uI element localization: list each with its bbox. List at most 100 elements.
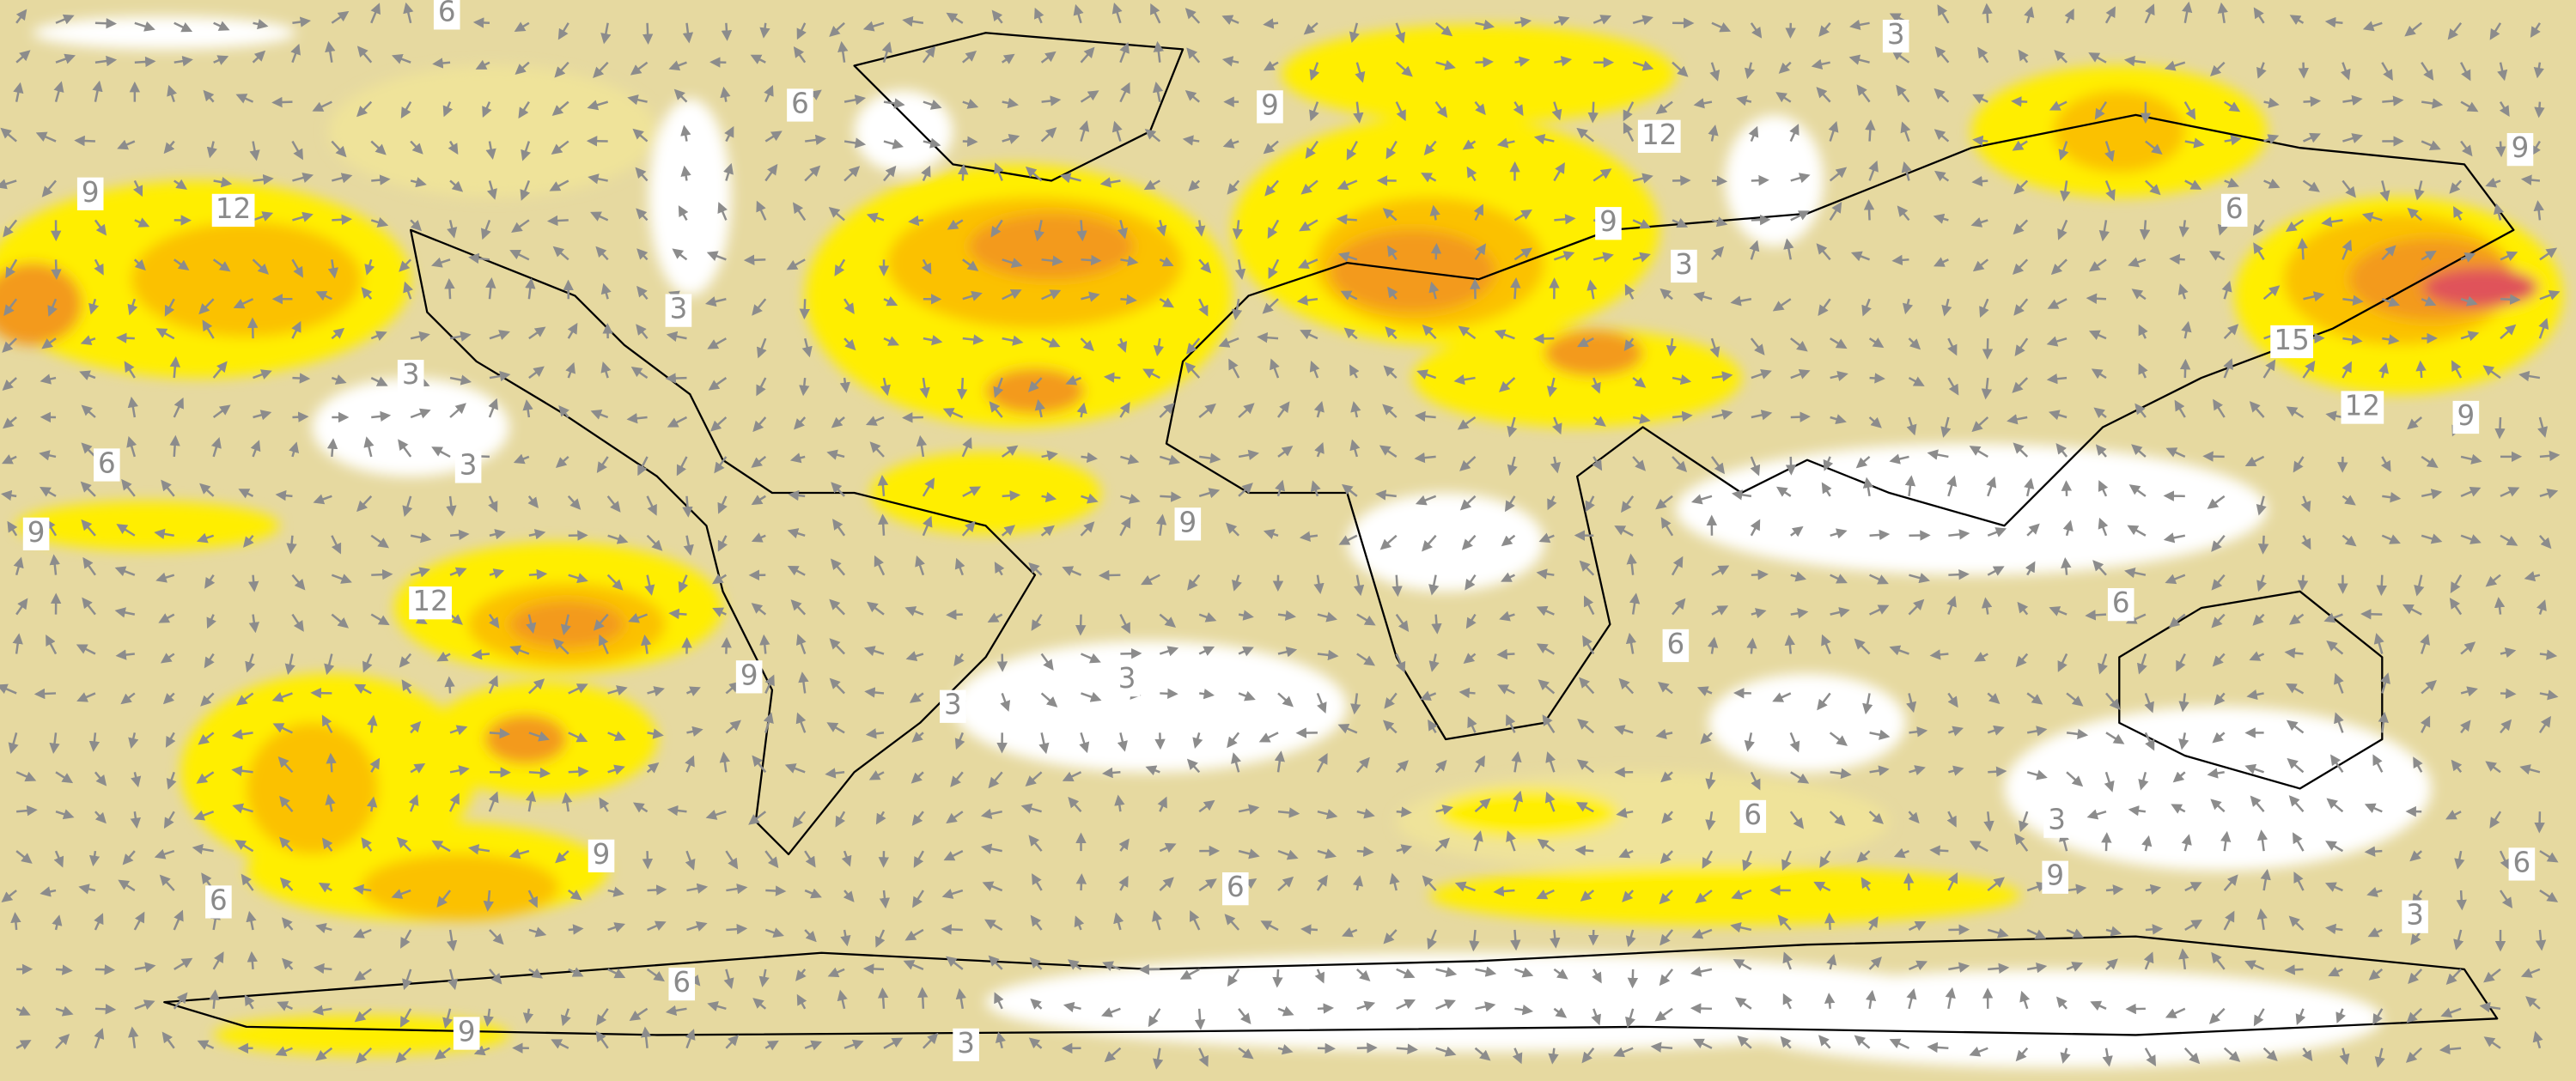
contour-label: 3 (402, 358, 420, 391)
wind-arrow (2456, 890, 2467, 911)
wind-arrow (1868, 337, 1885, 349)
wind-arrow (1310, 480, 1321, 497)
wind-arrow (1429, 204, 1440, 221)
wind-arrow (630, 366, 649, 380)
wind-arrow (1627, 969, 1639, 989)
wind-arrow (206, 141, 217, 159)
contour-label: 3 (2406, 899, 2424, 932)
wind-arrow (252, 50, 266, 64)
wind-arrow (1546, 377, 1558, 398)
wind-arrow (799, 377, 810, 397)
wind-arrow (2013, 179, 2029, 195)
wind-arrow (2134, 403, 2147, 418)
wind-arrow (1632, 413, 1651, 424)
wind-arrow (1672, 217, 1689, 228)
wind-arrow (402, 495, 413, 518)
wind-arrow (2342, 133, 2364, 144)
wind-arrow (1941, 298, 1952, 317)
wind-arrow (1117, 220, 1128, 240)
wind-arrow (706, 251, 727, 261)
wind-arrow (957, 163, 969, 181)
wind-arrow (1462, 139, 1477, 150)
wind-arrow (1775, 486, 1792, 497)
wind-arrow (1263, 18, 1279, 29)
wind-arrow (410, 408, 431, 419)
wind-arrow (1904, 475, 1916, 496)
wind-arrow (2460, 331, 2480, 342)
wind-arrow (881, 41, 892, 64)
wind-arrow (331, 140, 347, 158)
wind-arrow (1908, 337, 1921, 350)
wind-arrow (1041, 450, 1058, 461)
wind-arrow (1421, 173, 1437, 183)
wind-arrow (1783, 238, 1794, 260)
shading-region (1412, 328, 1742, 428)
wind-arrow (2093, 407, 2107, 419)
wind-arrow (356, 100, 373, 118)
wind-arrow (2520, 174, 2541, 185)
wind-arrow (717, 202, 728, 221)
wind-arrow (2421, 296, 2437, 307)
wind-arrow (1868, 160, 1879, 181)
wind-arrow (489, 330, 510, 340)
wind-arrow (1970, 216, 1988, 228)
wind-arrow (764, 163, 778, 182)
wind-arrow (1300, 179, 1318, 195)
wind-arrow (600, 361, 612, 379)
wind-arrow (518, 100, 530, 119)
wind-arrow (921, 165, 931, 181)
wind-arrow (403, 2, 414, 24)
wind-arrow (2024, 477, 2035, 497)
wind-arrow (1198, 258, 1212, 274)
wind-arrow (751, 495, 766, 506)
wind-arrow (1553, 161, 1565, 182)
wind-arrow (2263, 179, 2281, 189)
wind-arrow (1144, 128, 1161, 143)
wind-arrow (1395, 22, 1406, 44)
contour-label: 6 (1227, 871, 1245, 903)
shading-region (361, 853, 559, 920)
wind-arrow (2088, 258, 2107, 272)
wind-arrow (1621, 495, 1635, 513)
wind-arrow (1297, 258, 1318, 270)
wind-arrow (801, 337, 813, 358)
wind-arrow (1153, 337, 1165, 357)
wind-arrow (1414, 410, 1436, 422)
wind-arrow (1002, 97, 1019, 109)
wind-arrow (558, 405, 569, 418)
wind-arrow (2177, 283, 2189, 300)
wind-arrow (1264, 179, 1279, 197)
wind-arrow (1816, 243, 1831, 261)
wind-arrow (843, 337, 856, 351)
wind-arrow (682, 495, 693, 518)
wind-arrow (2500, 294, 2521, 305)
wind-arrow (2145, 140, 2163, 155)
contour-label: 6 (673, 966, 691, 999)
wind-arrow (371, 174, 391, 185)
wind-arrow (1120, 453, 1140, 465)
wind-arrow (134, 56, 156, 68)
wind-arrow (2451, 360, 2463, 379)
wind-arrow (883, 296, 898, 307)
wind-arrow (1385, 140, 1398, 160)
wind-arrow (55, 964, 73, 975)
wind-arrow (2380, 456, 2391, 472)
wind-arrow (595, 246, 609, 261)
contour-label: 3 (1118, 662, 1136, 695)
wind-arrow (2298, 62, 2309, 79)
wind-arrow (883, 98, 905, 109)
wind-arrow (866, 212, 885, 223)
wind-arrow (2046, 336, 2067, 347)
wind-arrow (636, 208, 649, 222)
wind-arrow (1785, 456, 1797, 476)
wind-arrow (1080, 337, 1094, 352)
wind-arrow (1073, 3, 1084, 24)
wind-arrow (399, 258, 412, 272)
wind-arrow (717, 495, 728, 514)
wind-arrow (843, 166, 861, 182)
wind-arrow (1533, 134, 1555, 145)
wind-arrow (2485, 177, 2501, 188)
wind-arrow (13, 82, 24, 102)
wind-arrow (1848, 54, 1870, 65)
wind-arrow (1510, 276, 1521, 300)
